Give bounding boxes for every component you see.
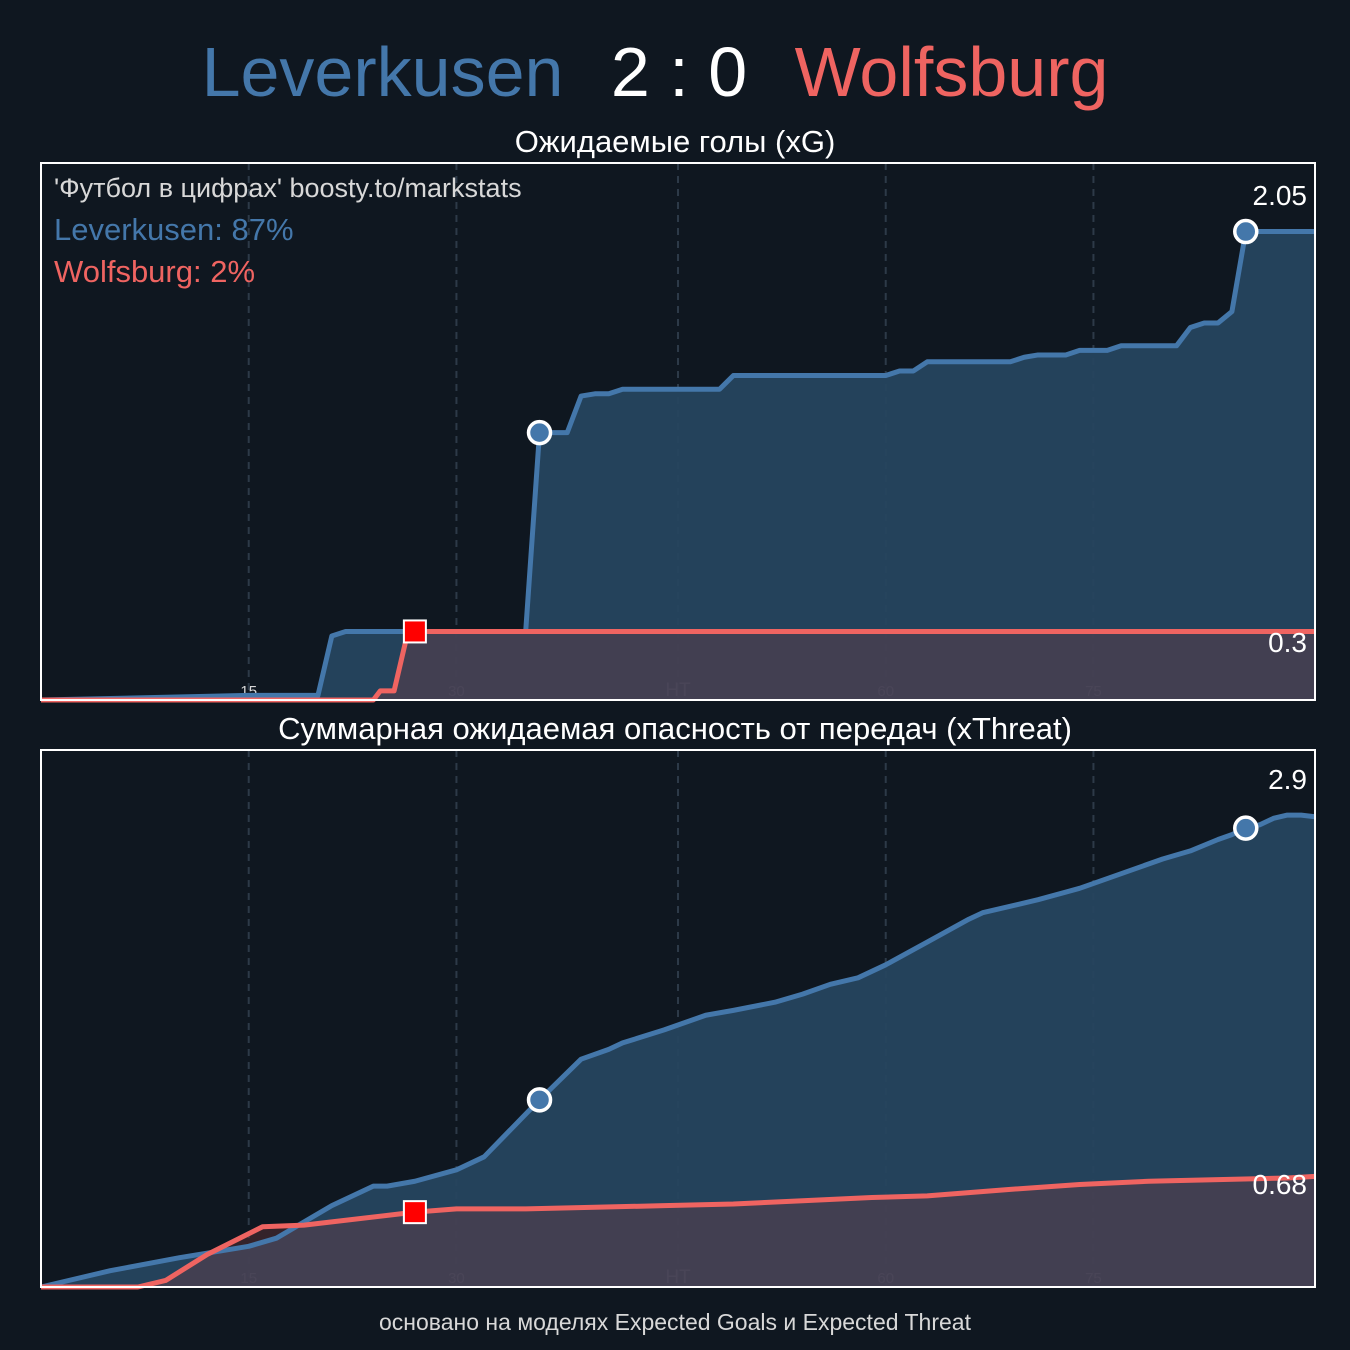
away-goal-marker [402, 1200, 427, 1225]
away-team-name: Wolfsburg [795, 33, 1109, 111]
match-title: Leverkusen 2 : 0 Wolfsburg [202, 33, 1109, 111]
xg-chart-frame [40, 162, 1316, 701]
home-team-name: Leverkusen [202, 33, 564, 111]
away-series-line [41, 1173, 1316, 1290]
home-area-fill [41, 815, 1315, 1287]
home-goal-marker [526, 419, 553, 446]
home-area-fill [41, 231, 1315, 700]
footer-note: основано на моделях Expected Goals и Exp… [379, 1309, 972, 1335]
match-score: 2 : 0 [611, 33, 747, 111]
home-series-line [40, 229, 1315, 703]
home-win-probability: Leverkusen: 87% [54, 212, 294, 247]
xt-chart: 1530HT6075 [40, 750, 1316, 1290]
xg-home-final-label: 2.05 [1253, 180, 1308, 211]
xt-chart-frame [40, 749, 1316, 1288]
xg-chart: 1530HT6075 [40, 163, 1315, 703]
xg-chart-title: Ожидаемые голы (xG) [515, 124, 836, 159]
xg-away-final-label: 0.3 [1268, 627, 1307, 658]
away-area-fill [41, 1176, 1315, 1287]
xt-home-final-label: 2.9 [1268, 764, 1307, 795]
xt-chart-title: Суммарная ожидаемая опасность от передач… [278, 711, 1072, 746]
away-area-fill [41, 631, 1315, 700]
away-win-probability: Wolfsburg: 2% [54, 254, 255, 289]
away-goal-marker [402, 619, 427, 644]
xt-away-final-label: 0.68 [1253, 1169, 1308, 1200]
home-series-line [40, 812, 1316, 1290]
home-goal-marker [1233, 218, 1259, 245]
source-credit: 'Футбол в цифрах' boosty.to/markstats [54, 173, 522, 203]
home-goal-marker [1233, 815, 1259, 841]
home-goal-marker [526, 1087, 553, 1113]
